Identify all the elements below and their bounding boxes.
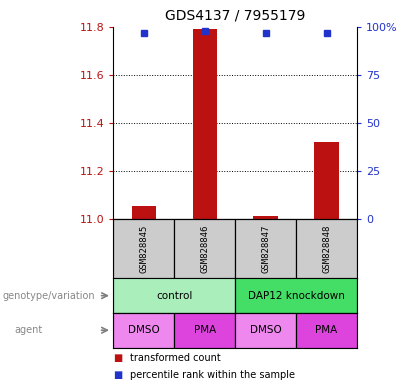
Bar — [296, 313, 357, 348]
Text: percentile rank within the sample: percentile rank within the sample — [130, 370, 295, 380]
Text: ■: ■ — [113, 353, 123, 363]
Text: agent: agent — [15, 325, 43, 335]
Text: DAP12 knockdown: DAP12 knockdown — [248, 291, 344, 301]
Text: PMA: PMA — [194, 325, 216, 335]
Bar — [113, 219, 174, 278]
Text: DMSO: DMSO — [250, 325, 281, 335]
Text: GSM828845: GSM828845 — [139, 225, 148, 273]
Bar — [174, 219, 235, 278]
Text: GSM828846: GSM828846 — [200, 225, 209, 273]
Text: DMSO: DMSO — [128, 325, 160, 335]
Bar — [254, 217, 278, 219]
Text: PMA: PMA — [315, 325, 338, 335]
Text: GSM828847: GSM828847 — [261, 225, 270, 273]
Bar — [113, 278, 235, 313]
Title: GDS4137 / 7955179: GDS4137 / 7955179 — [165, 9, 305, 23]
Bar — [174, 313, 235, 348]
Bar — [132, 206, 156, 219]
Bar — [235, 219, 296, 278]
Text: transformed count: transformed count — [130, 353, 221, 363]
Bar — [235, 313, 296, 348]
Text: ■: ■ — [113, 370, 123, 380]
Text: GSM828848: GSM828848 — [322, 225, 331, 273]
Bar — [113, 313, 174, 348]
Bar — [235, 278, 357, 313]
Bar — [193, 29, 217, 219]
Text: genotype/variation: genotype/variation — [2, 291, 95, 301]
Bar — [315, 142, 339, 219]
Text: control: control — [156, 291, 192, 301]
Bar — [296, 219, 357, 278]
